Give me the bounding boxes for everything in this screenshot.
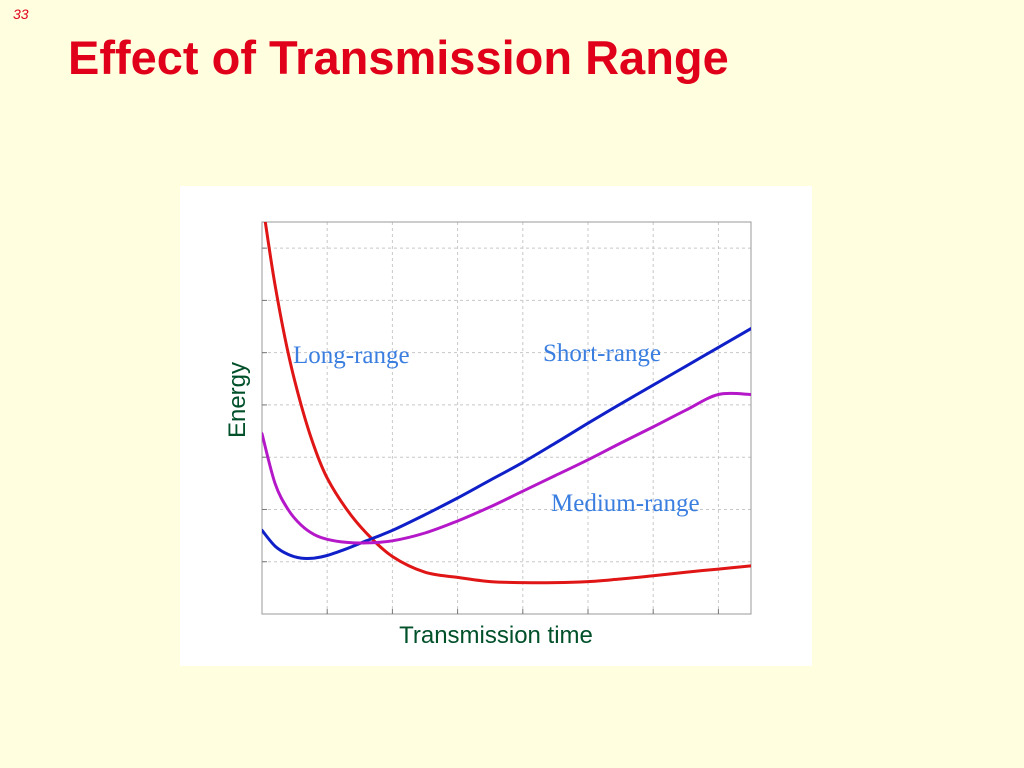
long-range-label: Long-range <box>293 342 410 369</box>
medium-range-series-line <box>262 391 751 545</box>
chart-panel: Transmission time Energy Long-range Shor… <box>180 186 812 666</box>
grid-layer <box>262 222 751 614</box>
x-axis-label: Transmission time <box>399 622 593 649</box>
medium-range-label: Medium-range <box>551 490 700 517</box>
line-chart <box>261 221 752 615</box>
slide-number: 33 <box>13 6 29 22</box>
y-axis-label: Energy <box>224 361 251 439</box>
long-range-series-line <box>263 222 751 585</box>
plot-frame <box>261 221 752 615</box>
short-range-label: Short-range <box>543 340 662 367</box>
slide-title: Effect of Transmission Range <box>68 31 729 84</box>
series-layer <box>262 222 751 585</box>
short-range-series-line <box>262 327 751 560</box>
ticks-layer <box>262 247 719 614</box>
